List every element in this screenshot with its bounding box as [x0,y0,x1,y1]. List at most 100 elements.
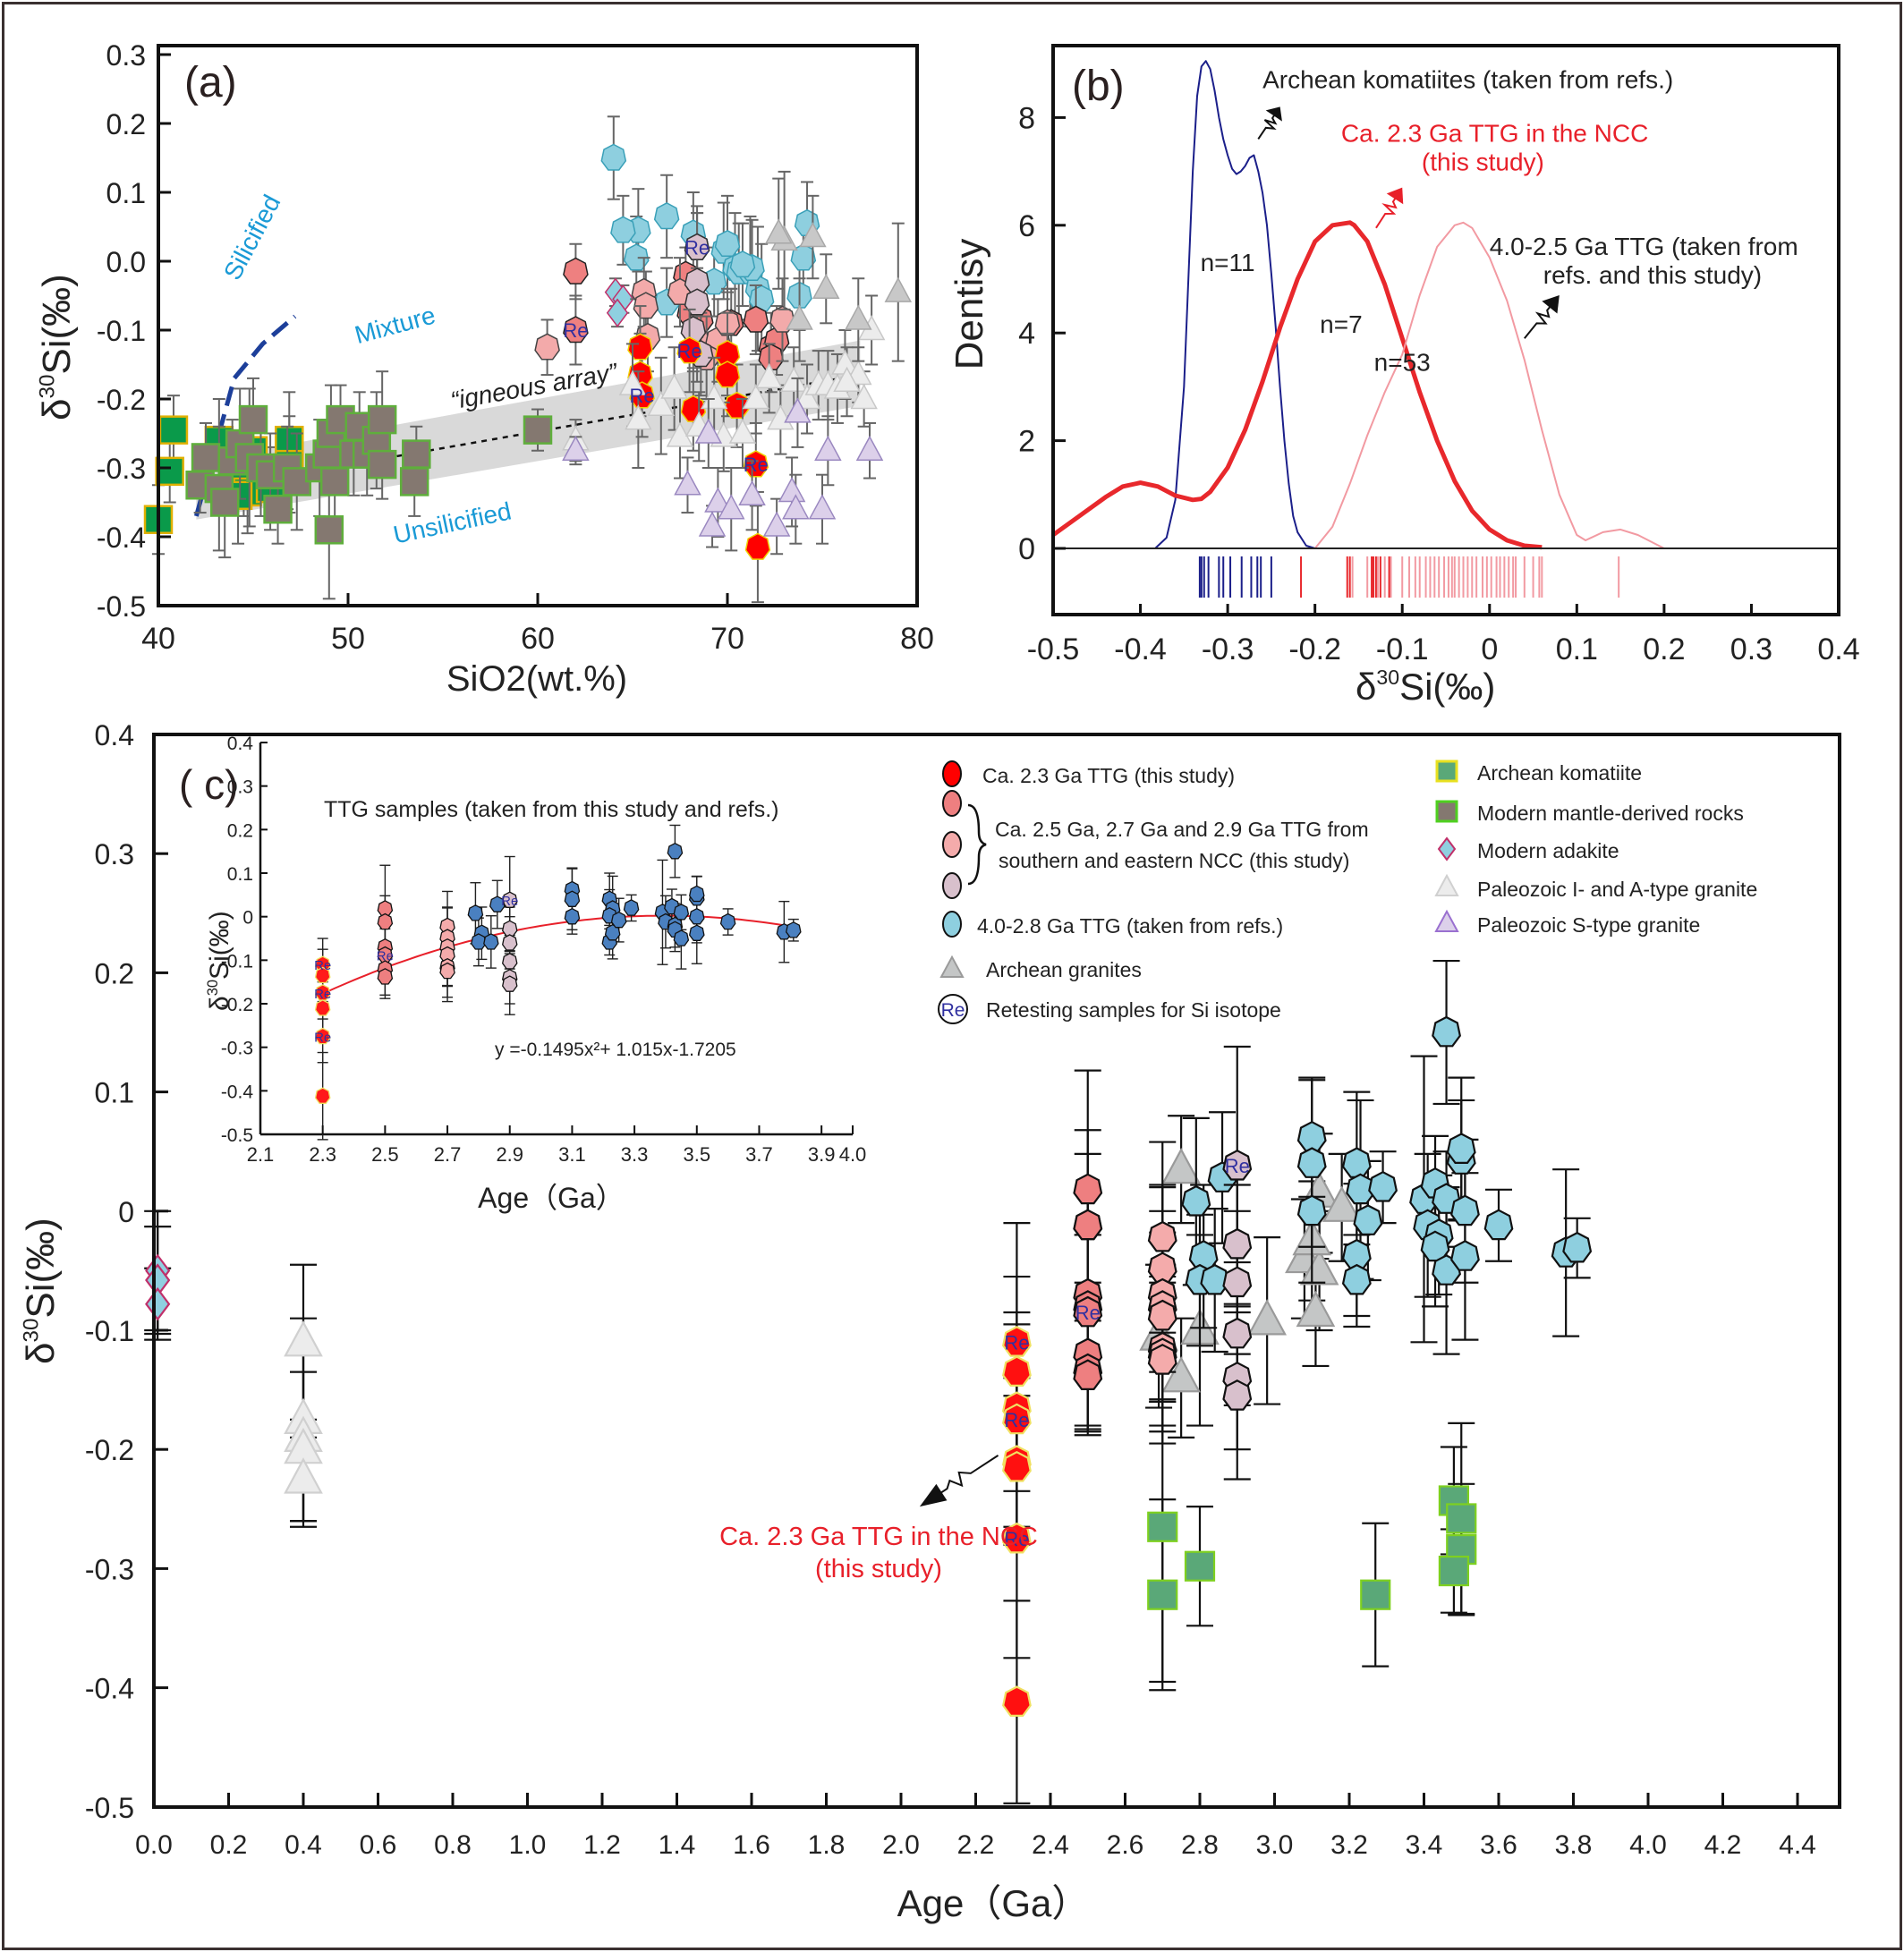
data-point [1432,1015,1461,1048]
x-tick-label: 3.8 [1555,1830,1593,1860]
retest-label: Re [501,894,518,909]
data-point [564,907,581,925]
data-point [1161,1355,1201,1393]
series-paleozoic-i-and-a-type-granite [562,294,886,480]
data-point [314,966,331,984]
callout-line [934,1455,999,1498]
data-point [1181,1184,1211,1217]
data-point [502,934,518,951]
data-point [744,532,771,560]
legend-label: Archean granites [986,958,1142,981]
legend-label: Paleozoic S-type granite [1477,913,1700,937]
y-tick-label: 0.1 [227,864,253,885]
x-tick-label: 3.9 [808,1143,836,1166]
data-point [1368,1170,1398,1202]
data-point [191,443,221,472]
data-point [653,202,680,230]
legend-label: southern and eastern NCC (this study) [999,849,1349,872]
y-axis-label: δ30Si(‰) [19,1218,63,1364]
inset-series-ca-2-5-ga [377,864,394,999]
retest-label: Re [314,1031,331,1046]
data-point [738,480,766,506]
data-point [1222,1317,1253,1349]
data-point [467,904,484,921]
data-point [489,895,506,912]
series-ca-2-3-ga-ttg-this-study- [1002,1222,1032,1804]
y-tick-label: 6 [1018,209,1035,243]
y-tick-label: -0.5 [97,590,146,623]
x-tick-label: 80 [900,622,934,656]
x-tick-label: 70 [710,622,744,656]
y-tick-label: -0.3 [85,1553,134,1585]
data-point [377,912,394,930]
legend-glyph: Re [941,1000,965,1021]
x-tick-label: 2.8 [1181,1830,1219,1860]
x-axis-label: Age（Ga） [897,1882,1090,1924]
data-point [784,397,812,423]
data-point [694,418,723,444]
data-point [1002,1522,1032,1554]
y-tick-label: 0.0 [106,246,146,278]
callout-arrowhead [1265,106,1282,122]
data-point [808,494,837,520]
count-label: n=11 [1201,249,1255,276]
legend-marker [942,872,962,899]
inset-y-axis-label: δ30Si(‰) [205,911,234,1011]
callout-text: refs. and this study) [1543,261,1762,289]
data-point [1296,1194,1327,1226]
y-tick-label: 0.1 [95,1077,134,1109]
x-tick-label: 40 [141,622,175,656]
data-point [1073,1359,1103,1391]
data-point [714,361,741,388]
x-tick-label: 0.8 [434,1830,472,1860]
data-point [1222,1379,1253,1411]
data-point [1450,1194,1480,1226]
data-point [562,435,590,461]
data-point [850,384,878,410]
legend-marker [942,760,962,787]
x-tick-label: 0.2 [1643,632,1685,666]
data-point [1073,1295,1103,1328]
inset-x-axis-label: Age（Ga） [478,1182,625,1214]
data-point [1147,1220,1177,1252]
annotation-text: Silicified [218,191,286,284]
data-point [238,404,268,435]
x-tick-label: 3.0 [1256,1830,1294,1860]
data-point [728,418,757,444]
panel-a: Re Re Re Re Re 0.3 0.2 0.1 0.0 -0.1 -0.2 -0.3 -0.4 -0… [35,39,934,699]
x-tick-label: 3.6 [1480,1830,1517,1860]
x-tick-label: 3.1 [558,1143,586,1166]
y-axis-label: Dentisy [948,239,991,370]
legend-label: Archean komatiite [1477,761,1642,785]
data-point [314,1027,331,1045]
y-tick-label: 0.2 [227,820,253,841]
legend-marker [938,994,968,1024]
x-tick-label: 2.6 [1107,1830,1144,1860]
x-tick-label: 2.7 [434,1143,462,1166]
y-tick-label: 0.3 [106,39,146,72]
x-tick-label: 2.0 [882,1830,920,1860]
inset-series-4-0-2-8-ga-refs [467,824,802,970]
data-point [604,923,621,941]
plot-frame [1051,44,1840,616]
x-tick-label: 4.0 [839,1143,867,1166]
data-point [1322,1185,1362,1222]
data-point [627,333,653,361]
data-point [1147,1344,1177,1375]
y-tick-label: 0.1 [106,177,146,209]
data-point [1446,1133,1476,1165]
data-point [1002,1450,1032,1482]
panel-label: ( c) [179,761,238,808]
callout-line [1375,195,1398,229]
inset-chart: Re Re Re Re Re 0.4 0.3 0.2 0.1 0 -0.1 -0.2 -0.3 -0.4 -… [205,734,866,1214]
x-tick-label: 2.2 [957,1830,995,1860]
series-ca-2-9-ga-ttg-this-study- [1222,1045,1253,1481]
data-point [1446,1503,1477,1534]
legend-label: 4.0-2.8 Ga TTG (taken from refs.) [977,914,1283,938]
legend-marker [942,790,962,817]
y-tick-label: 0.4 [227,734,254,754]
legend-marker [1434,873,1459,896]
data-point [625,404,652,430]
data-point [367,404,397,435]
